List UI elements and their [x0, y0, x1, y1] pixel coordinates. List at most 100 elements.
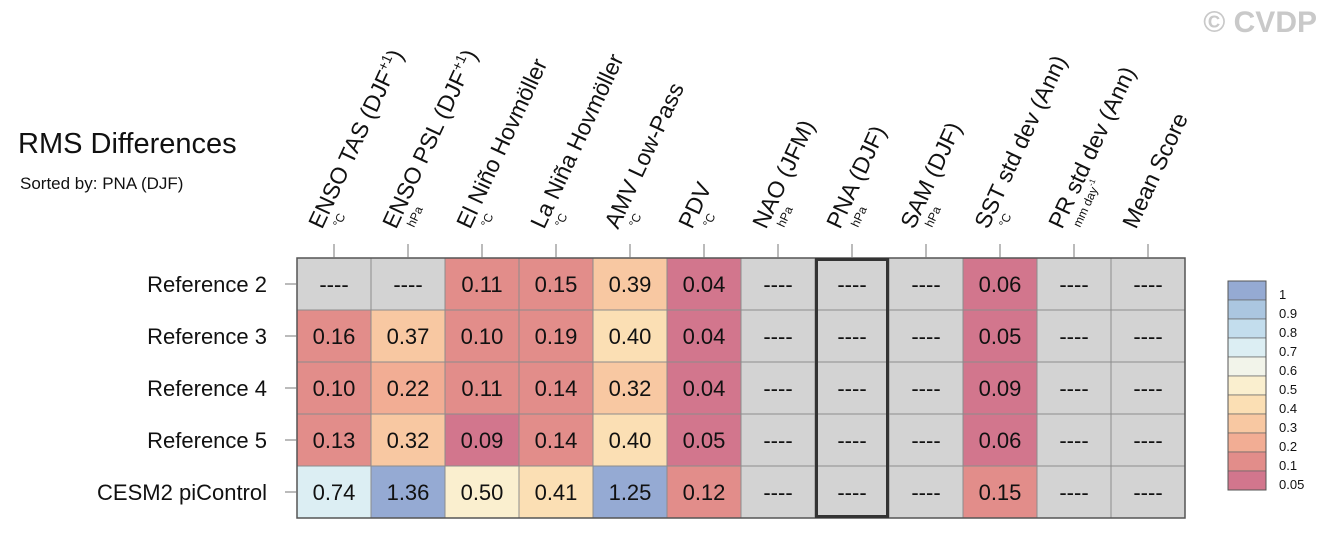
colorbar-border — [1227, 280, 1267, 491]
colorbar-label: 1 — [1279, 287, 1286, 302]
cell-value-label: ---- — [1133, 480, 1162, 505]
cell-value-label: 0.10 — [461, 324, 504, 349]
cell-value-label: 0.09 — [461, 428, 504, 453]
cell-value-label: 0.06 — [979, 428, 1022, 453]
cell-value-label: 0.41 — [535, 480, 578, 505]
cell-value-label: ---- — [1059, 480, 1088, 505]
cell-value-label: 0.32 — [609, 376, 652, 401]
cell-value-label: ---- — [1059, 428, 1088, 453]
colorbar-label: 0.9 — [1279, 306, 1297, 321]
cell-value-label: ---- — [837, 376, 866, 401]
cell-value-label: 0.16 — [313, 324, 356, 349]
column-label: AMV Low-Pass — [599, 79, 689, 232]
column-unit-label: °C — [700, 211, 719, 229]
cell-value-label: ---- — [911, 428, 940, 453]
column-unit-label: °C — [626, 211, 645, 229]
cell-value-label: 0.05 — [683, 428, 726, 453]
heatmap-cell — [444, 413, 520, 467]
cell-value-label: ---- — [837, 272, 866, 297]
column-unit-label: °C — [552, 211, 571, 229]
heatmap-cell — [296, 361, 372, 415]
cell-value-label: 0.19 — [535, 324, 578, 349]
heatmap-cell — [740, 413, 816, 467]
heatmap-cell — [592, 309, 668, 363]
colorbar-swatch — [1227, 432, 1267, 453]
cell-value-label: 0.06 — [979, 272, 1022, 297]
colorbar-swatch — [1227, 318, 1267, 339]
colorbar-swatch — [1227, 394, 1267, 415]
heatmap-cell — [592, 465, 668, 519]
cell-value-label: 0.39 — [609, 272, 652, 297]
cell-value-label: ---- — [911, 324, 940, 349]
heatmap-cell — [888, 309, 964, 363]
heatmap-cell — [1036, 309, 1112, 363]
heatmap-cell — [518, 361, 594, 415]
colorbar-label: 0.1 — [1279, 458, 1297, 473]
cell-value-label: ---- — [1133, 324, 1162, 349]
cell-value-label: 0.15 — [979, 480, 1022, 505]
chart-title: RMS Differences — [18, 128, 237, 160]
colorbar-swatch — [1227, 451, 1267, 472]
heatmap-cell — [444, 361, 520, 415]
cell-value-label: ---- — [837, 480, 866, 505]
cell-value-label: 0.10 — [313, 376, 356, 401]
cell-value-label: 0.04 — [683, 376, 726, 401]
heatmap-cell — [1036, 465, 1112, 519]
cell-value-label: ---- — [763, 272, 792, 297]
cell-value-label: ---- — [1133, 272, 1162, 297]
cell-value-label: ---- — [319, 272, 348, 297]
chart-subtitle: Sorted by: PNA (DJF) — [20, 174, 184, 193]
heatmap-cell — [814, 465, 890, 519]
column-label: Mean Score — [1117, 109, 1193, 232]
cell-value-label: ---- — [763, 376, 792, 401]
colorbar-swatch — [1227, 280, 1267, 301]
cell-value-label: 1.36 — [387, 480, 430, 505]
cell-value-label: ---- — [911, 480, 940, 505]
heatmap-cell — [962, 413, 1038, 467]
row-label: CESM2 piControl — [97, 480, 267, 505]
cell-value-label: 0.40 — [609, 428, 652, 453]
cell-value-label: ---- — [1059, 272, 1088, 297]
heatmap-cell — [592, 413, 668, 467]
cell-value-label: 0.50 — [461, 480, 504, 505]
cell-value-label: 0.04 — [683, 324, 726, 349]
colorbar-label: 0.05 — [1279, 477, 1304, 492]
colorbar-label: 0.4 — [1279, 401, 1297, 416]
cell-value-label: 0.37 — [387, 324, 430, 349]
colorbar-label: 0.2 — [1279, 439, 1297, 454]
colorbar-label: 0.6 — [1279, 363, 1297, 378]
column-unit-label: °C — [996, 211, 1015, 229]
row-label: Reference 2 — [147, 272, 267, 297]
cell-value-label: ---- — [763, 428, 792, 453]
cell-value-label: 0.04 — [683, 272, 726, 297]
colorbar-swatch — [1227, 470, 1267, 491]
cell-value-label: ---- — [837, 324, 866, 349]
cell-value-label: 0.09 — [979, 376, 1022, 401]
heatmap-cell — [814, 257, 890, 311]
colorbar-label: 0.8 — [1279, 325, 1297, 340]
row-label: Reference 3 — [147, 324, 267, 349]
heatmap-cell — [740, 309, 816, 363]
cell-value-label: ---- — [763, 480, 792, 505]
cell-value-label: 0.12 — [683, 480, 726, 505]
cell-value-label: ---- — [1133, 376, 1162, 401]
cell-value-label: ---- — [1133, 428, 1162, 453]
cell-value-label: ---- — [911, 272, 940, 297]
cell-value-label: 0.11 — [461, 376, 502, 401]
cell-value-label: ---- — [1059, 324, 1088, 349]
colorbar-label: 0.3 — [1279, 420, 1297, 435]
sorted-column-highlight — [815, 258, 889, 518]
heatmap-cell — [296, 413, 372, 467]
cell-value-label: 0.22 — [387, 376, 430, 401]
colorbar-swatch — [1227, 413, 1267, 434]
heatmap-cell — [666, 413, 742, 467]
cell-value-label: 0.14 — [535, 376, 578, 401]
cell-value-label: ---- — [393, 272, 422, 297]
heatmap-cell — [370, 413, 446, 467]
heatmap-cell — [1036, 257, 1112, 311]
colorbar-swatch — [1227, 375, 1267, 396]
heatmap-cell — [962, 361, 1038, 415]
heatmap-cell — [296, 309, 372, 363]
cell-value-label: 0.11 — [461, 272, 502, 297]
cvdp-watermark: © CVDP — [1203, 6, 1317, 39]
